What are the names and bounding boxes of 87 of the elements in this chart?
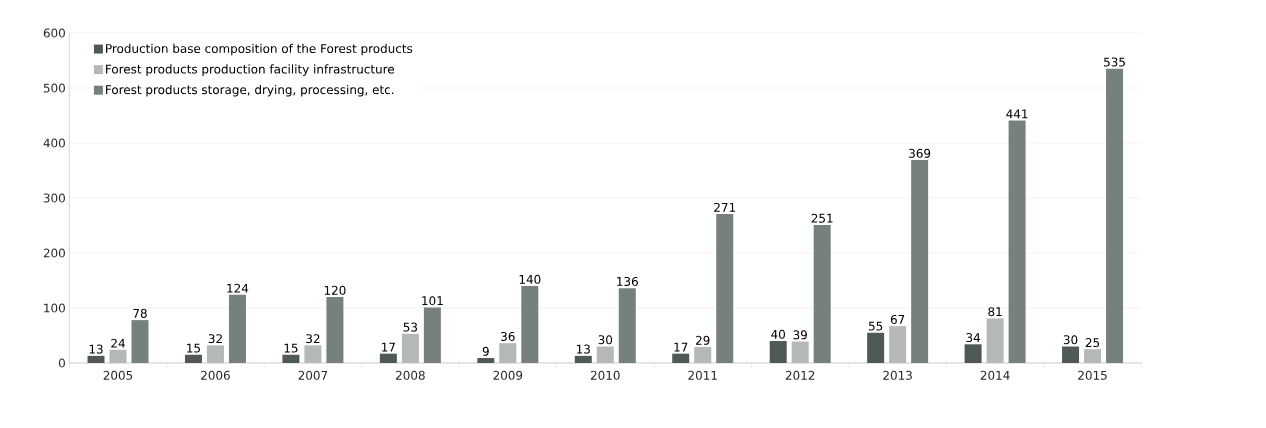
data-label: 30 [598,335,613,345]
x-tick-label: 2009 [493,370,523,380]
bar [1062,346,1080,363]
bar [304,345,322,363]
bar [596,346,614,363]
data-label: 39 [793,330,807,340]
bar [716,213,734,363]
bar [228,294,246,363]
y-tick-label: 600 [43,28,65,38]
data-label: 67 [890,314,905,324]
data-label: 271 [714,202,736,212]
x-tick-label: 2005 [103,370,133,380]
data-label: 535 [1104,57,1125,67]
legend-label: Forest products storage, drying, processing, etc. [106,84,394,97]
data-label: 17 [674,342,688,352]
data-label: 101 [422,296,443,306]
bar [184,354,202,363]
bar [672,353,690,363]
bar [379,353,397,363]
bar [326,297,344,363]
y-tick-label: 100 [44,303,65,313]
bar [986,318,1004,363]
data-label: 81 [988,307,1002,317]
bar [477,358,495,363]
data-label: 34 [966,333,981,343]
data-label: 29 [696,335,710,345]
data-label: 24 [111,338,125,348]
bar [87,355,105,363]
data-label: 15 [187,343,201,353]
y-tick-label: 400 [43,138,65,148]
data-label: 40 [771,329,785,339]
y-tick-label: 200 [43,248,65,258]
bar [109,349,127,363]
data-label: 25 [1085,338,1100,348]
x-tick-label: 2011 [688,370,717,380]
data-label: 13 [576,344,590,354]
bar [769,341,787,363]
bar [131,320,149,363]
data-label: 441 [1006,109,1028,119]
bar [206,345,224,363]
data-label: 120 [324,285,346,295]
bar [867,332,885,363]
legend-label: Production base composition of the Forest products [106,43,413,56]
data-label: 32 [306,334,320,344]
x-tick-label: 2008 [396,370,425,380]
data-label: 140 [519,274,541,284]
x-tick-label: 2014 [980,370,1010,380]
bar [911,160,929,363]
bar [618,288,636,363]
data-label: 13 [89,344,103,354]
bar [574,355,592,363]
x-tick-label: 2006 [201,370,230,380]
legend-label: Forest products production facility infrastructure [106,64,395,76]
x-tick-label: 2015 [1078,370,1107,380]
bar [694,347,712,363]
data-label: 30 [1063,335,1078,345]
data-label: 124 [227,283,249,293]
x-tick-label: 2012 [785,370,815,380]
bar [423,307,441,363]
x-tick-label: 2007 [298,370,328,380]
bar [1008,120,1026,363]
data-label: 251 [811,213,833,223]
bar [1106,68,1124,363]
bar [889,326,907,363]
data-label: 78 [133,308,147,318]
y-tick-label: 500 [43,83,65,93]
y-tick-label: 0 [58,358,65,368]
bar [521,286,539,363]
data-label: 55 [868,321,883,331]
x-tick-label: 2010 [590,370,620,380]
x-tick-label: 2013 [883,370,912,380]
data-label: 9 [482,346,489,356]
data-label: 136 [617,276,638,286]
data-label: 17 [382,342,395,352]
bar [282,354,300,363]
bar [1084,349,1102,363]
data-label: 32 [208,334,222,344]
bar [813,224,831,363]
data-label: 369 [909,148,931,158]
y-tick-label: 300 [43,193,65,203]
bar [791,341,809,363]
bar [499,343,517,363]
data-label: 36 [501,331,515,341]
data-label: 53 [403,322,417,332]
bar [401,333,419,363]
bar [964,344,982,363]
data-label: 15 [284,343,298,353]
